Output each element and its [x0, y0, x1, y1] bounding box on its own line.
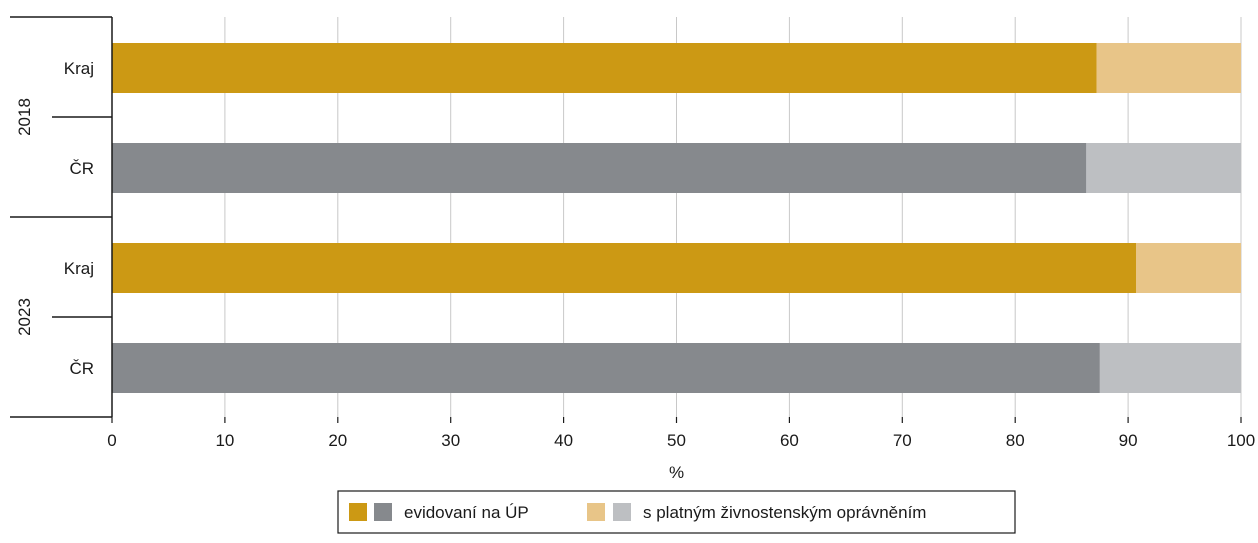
group-label-2018: 2018: [15, 98, 34, 136]
bar-2018-cr-series-1: [112, 143, 1087, 193]
bar-2023-cr-series-2: [1099, 343, 1241, 393]
category-label-2018-cr: ČR: [69, 159, 94, 178]
x-tick-label-50: 50: [667, 431, 686, 450]
x-tick-label-0: 0: [107, 431, 116, 450]
x-tick-label-40: 40: [554, 431, 573, 450]
x-tick-label-20: 20: [328, 431, 347, 450]
category-label-2018-kraj: Kraj: [64, 59, 94, 78]
x-tick-label-60: 60: [780, 431, 799, 450]
bar-2023-cr-series-1: [112, 343, 1100, 393]
legend-label-series-2: s platným živnostenským oprávněním: [643, 503, 926, 522]
bar-2023-kraj-series-1: [112, 243, 1137, 293]
x-tick-label-90: 90: [1119, 431, 1138, 450]
legend-swatch-gray-light: [613, 503, 631, 521]
axes: [10, 16, 1242, 423]
legend-swatch-gray-dark: [374, 503, 392, 521]
legend-swatch-gold-light: [587, 503, 605, 521]
x-axis-title: %: [669, 463, 684, 482]
group-label-2023: 2023: [15, 298, 34, 336]
x-tick-label-30: 30: [441, 431, 460, 450]
legend-label-series-1: evidovaní na ÚP: [404, 503, 529, 522]
bar-2018-kraj-series-1: [112, 43, 1097, 93]
x-tick-label-100: 100: [1227, 431, 1255, 450]
bar-2023-kraj-series-2: [1136, 243, 1241, 293]
bars: [112, 43, 1241, 393]
legend-box: [337, 490, 1016, 534]
legend-swatch-gold-dark: [349, 503, 367, 521]
x-tick-label-10: 10: [215, 431, 234, 450]
labels: 0 10 20 30 40 50 60 70 80 90 100% Kraj ČR Kraj ČR 2018 2…: [15, 59, 1255, 482]
category-label-2023-kraj: Kraj: [64, 259, 94, 278]
x-tick-label-80: 80: [1006, 431, 1025, 450]
x-tick-label-70: 70: [893, 431, 912, 450]
legend: evidovaní na ÚP s platným živnostenským o…: [337, 490, 1016, 534]
bar-2018-kraj-series-2: [1096, 43, 1241, 93]
bar-2018-cr-series-2: [1086, 143, 1241, 193]
category-label-2023-cr: ČR: [69, 359, 94, 378]
